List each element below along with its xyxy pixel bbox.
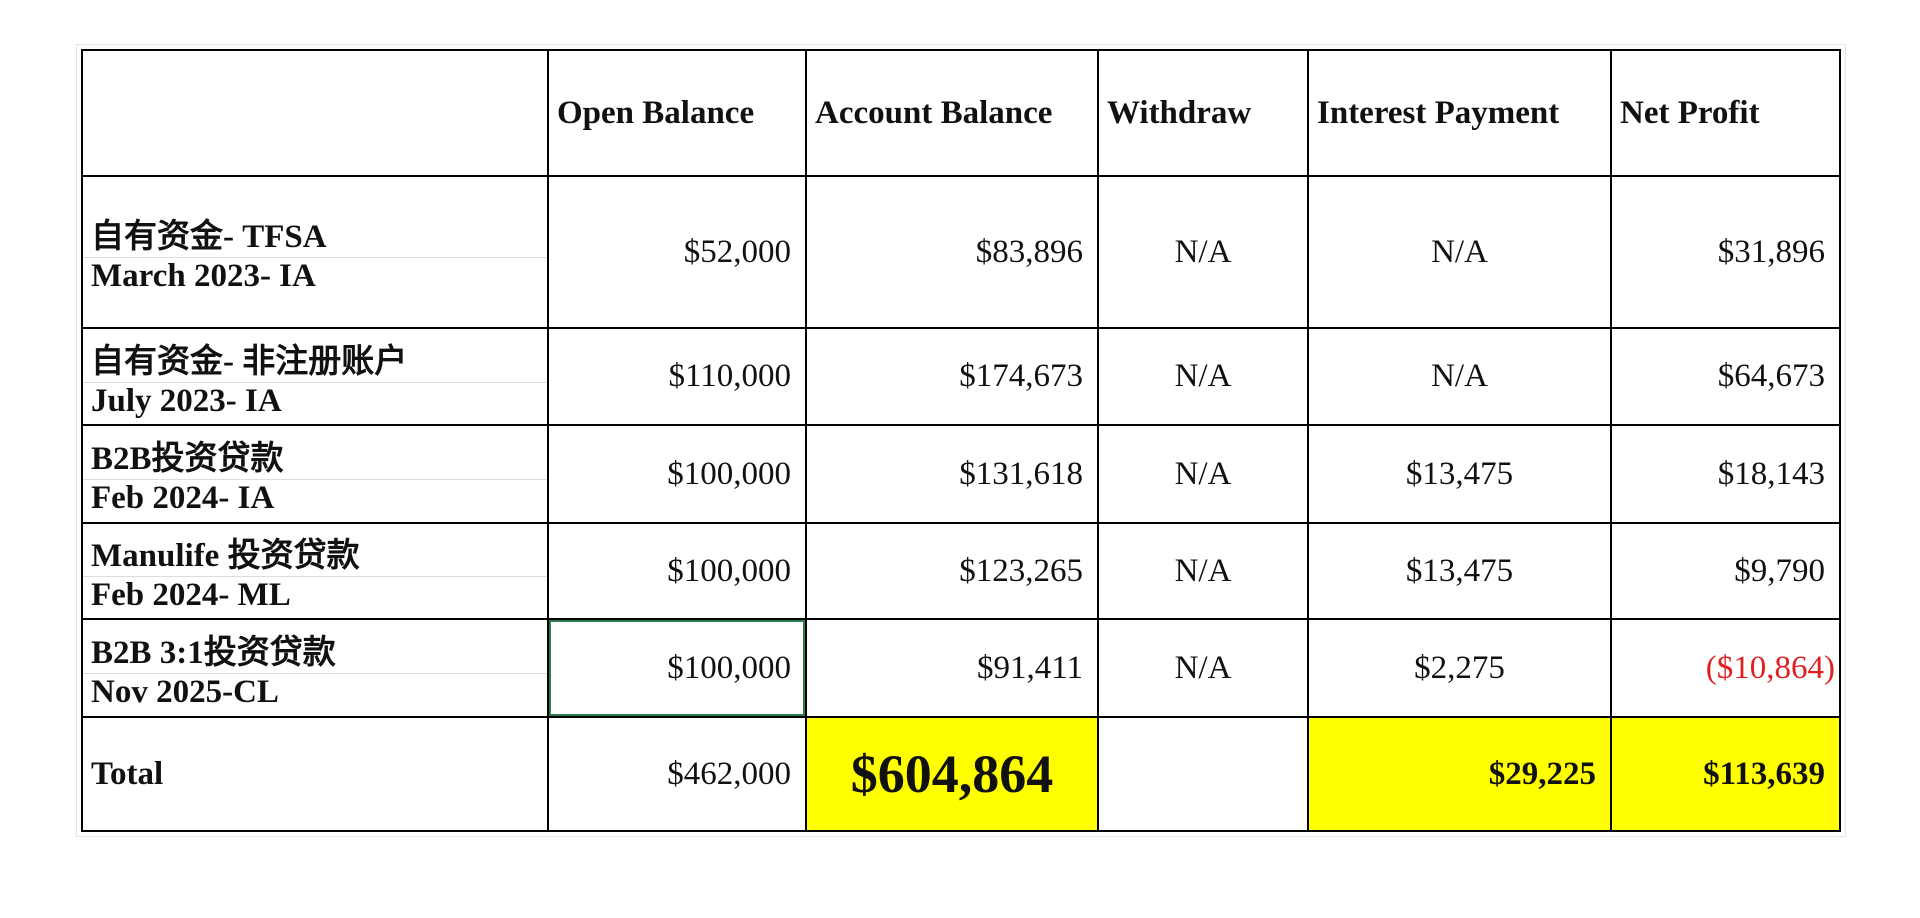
row-label-line: Manulife 投资贷款 [91,538,360,574]
cell: $131,618 [805,424,1099,524]
cell: $100,000 [547,618,807,718]
cell: N/A [1097,327,1309,426]
row-label: B2B 3:1投资贷款 Nov 2025-CL [81,618,549,718]
empty-cell [1097,716,1309,832]
cell: $9,790 [1610,522,1841,620]
cell: $13,475 [1307,424,1612,524]
data-row: B2B 3:1投资贷款 Nov 2025-CL $100,000 $91,411 N/A… [81,618,1841,718]
total-cell: $604,864 [805,716,1099,832]
cell: $174,673 [805,327,1099,426]
column-header: Interest Payment [1307,49,1612,177]
balance-table: Open Balance Account Balance Withdraw Inter… [81,49,1841,832]
row-label: B2B投资贷款 Feb 2024- IA [81,424,549,524]
row-label-line: B2B投资贷款 [91,441,284,477]
total-cell: $462,000 [547,716,807,832]
column-header: Net Profit [1610,49,1841,177]
column-header: Account Balance [805,49,1099,177]
table-body: Open Balance Account Balance Withdraw Inter… [81,49,1841,832]
cell: $100,000 [547,522,807,620]
data-row: B2B投资贷款 Feb 2024- IA $100,000 $131,618 N/A $1… [81,424,1841,524]
spreadsheet: Open Balance Account Balance Withdraw Inter… [81,49,1841,832]
total-cell: $29,225 [1307,716,1612,832]
row-label: 自有资金- 非注册账户 July 2023- IA [81,327,549,426]
cell: N/A [1307,175,1612,329]
row-label: Manulife 投资贷款 Feb 2024- ML [81,522,549,620]
cell: $52,000 [547,175,807,329]
cell: N/A [1307,327,1612,426]
total-row: Total $462,000 $604,864 $29,225 $113,639 [81,716,1841,832]
row-label-line: B2B 3:1投资贷款 [91,635,336,671]
total-cell: $113,639 [1610,716,1841,832]
cell: N/A [1097,618,1309,718]
cell: ($10,864) [1610,618,1841,718]
cell: $123,265 [805,522,1099,620]
corner-cell [81,49,549,177]
cell: $83,896 [805,175,1099,329]
cell: $91,411 [805,618,1099,718]
cell: $2,275 [1307,618,1612,718]
row-label-line: Feb 2024- IA [83,479,547,517]
column-header: Open Balance [547,49,807,177]
data-row: 自有资金- TFSA March 2023- IA $52,000 $83,896 N/… [81,175,1841,329]
row-label-line: July 2023- IA [83,381,547,420]
row-label: 自有资金- TFSA March 2023- IA [81,175,549,329]
cell: N/A [1097,522,1309,620]
total-label: Total [81,716,549,832]
cell: N/A [1097,175,1309,329]
row-label-line: Nov 2025-CL [83,673,547,711]
row-label-line: 自有资金- TFSA [91,219,327,255]
cell: $13,475 [1307,522,1612,620]
data-row: Manulife 投资贷款 Feb 2024- ML $100,000 $123,26… [81,522,1841,620]
header-row: Open Balance Account Balance Withdraw Inter… [81,49,1841,177]
cell: N/A [1097,424,1309,524]
cell: $18,143 [1610,424,1841,524]
sheet-grid [76,44,1846,837]
cell: $31,896 [1610,175,1841,329]
row-label-line: Feb 2024- ML [83,576,547,614]
row-label-line: 自有资金- 非注册账户 [91,343,408,380]
column-header: Withdraw [1097,49,1309,177]
data-row: 自有资金- 非注册账户 July 2023- IA $110,000 $174,673… [81,327,1841,426]
row-label-line: March 2023- IA [83,257,547,295]
cell: $100,000 [547,424,807,524]
cell: $110,000 [547,327,807,426]
cell: $64,673 [1610,327,1841,426]
